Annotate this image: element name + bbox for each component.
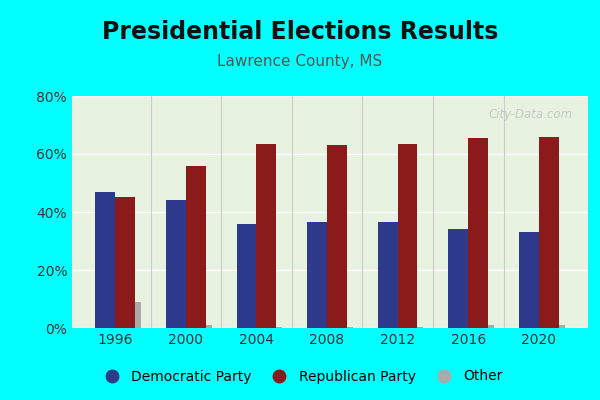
Bar [307,222,327,328]
Bar [539,136,559,328]
Bar [206,325,212,328]
Bar [276,326,282,328]
Bar [166,200,186,328]
Bar [135,302,141,328]
Text: Presidential Elections Results: Presidential Elections Results [102,20,498,44]
Bar [378,222,398,328]
Bar [256,144,276,328]
Bar [519,232,539,328]
Bar [327,145,347,328]
Bar [418,326,424,328]
Text: Lawrence County, MS: Lawrence County, MS [217,54,383,69]
Bar [186,166,206,328]
Bar [398,144,418,328]
Text: City-Data.com: City-Data.com [488,108,572,121]
Bar [448,229,468,328]
Bar [95,192,115,328]
Bar [488,325,494,328]
Bar [236,224,256,328]
Bar [347,326,353,328]
Bar [559,325,565,328]
Bar [468,138,488,328]
Bar [115,198,135,328]
Legend: Democratic Party, Republican Party, Other: Democratic Party, Republican Party, Othe… [92,364,508,389]
